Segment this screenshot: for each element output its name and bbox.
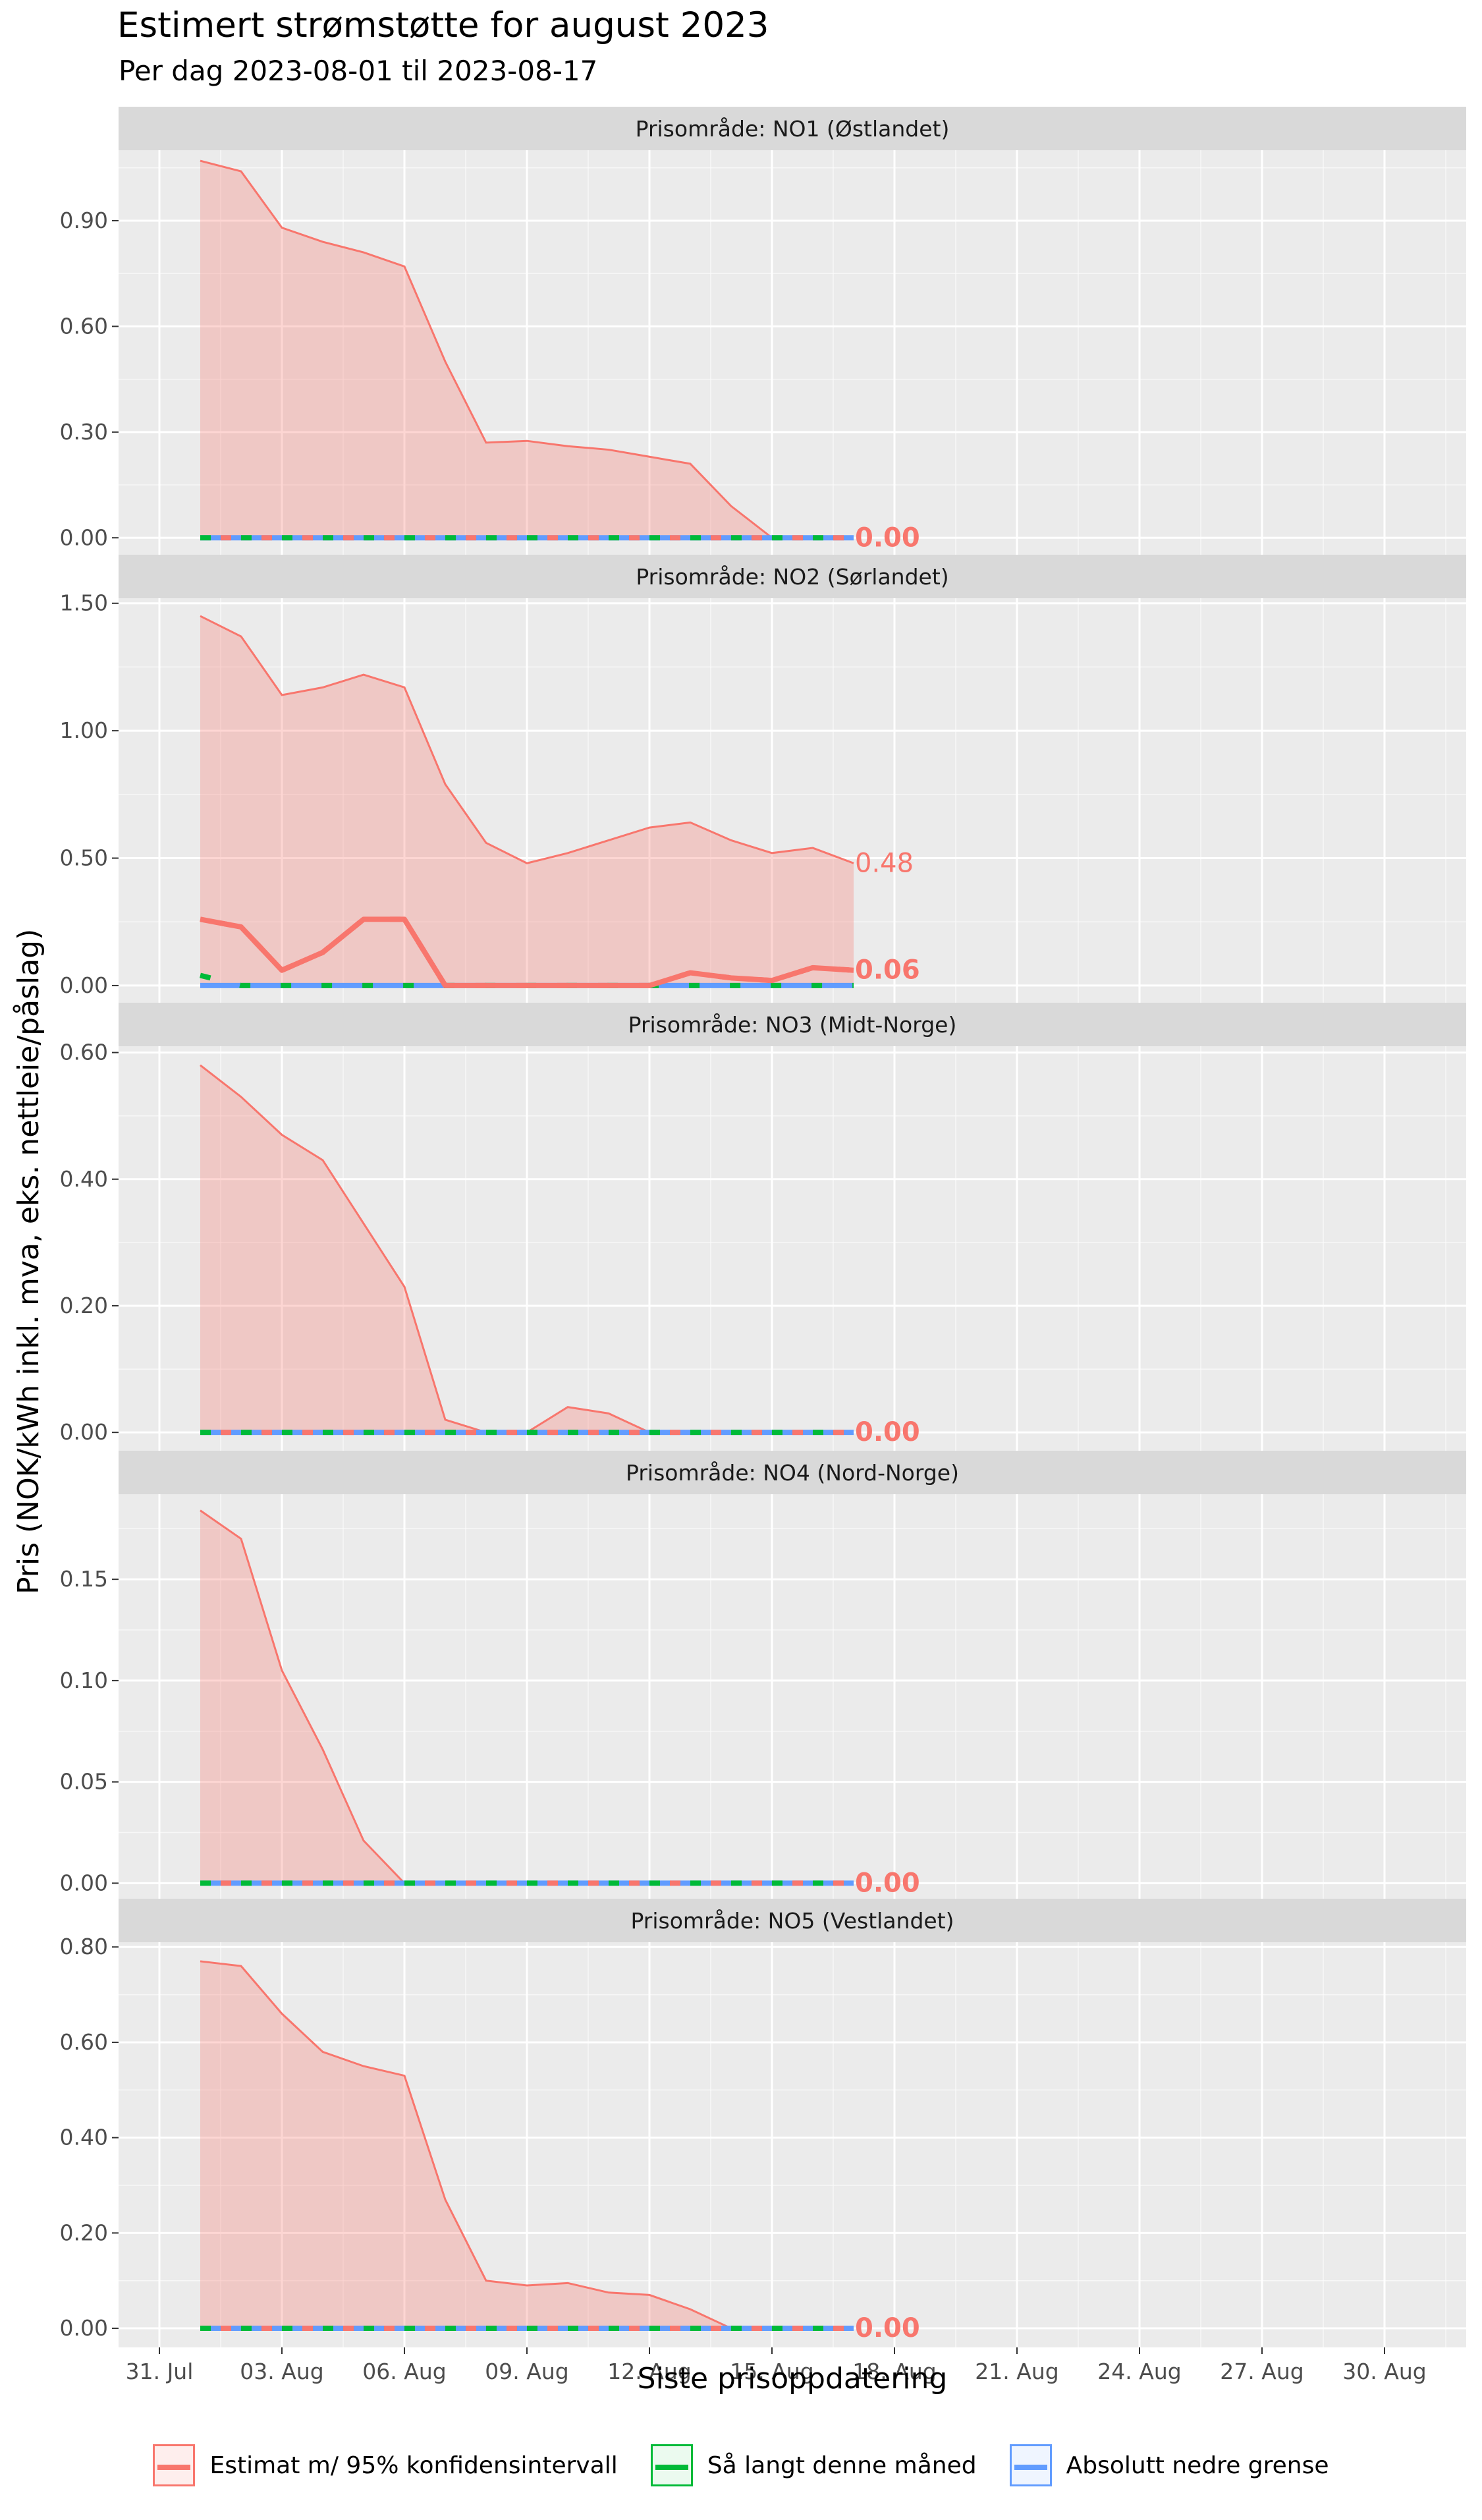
y-tick-label: 0.50 <box>60 845 108 871</box>
x-tick-label: 06. Aug <box>362 2359 446 2384</box>
y-tick-label: 0.00 <box>60 524 108 550</box>
estimate-end-label: 0.00 <box>855 1868 920 1898</box>
x-tick-label: 30. Aug <box>1342 2359 1426 2384</box>
y-tick-label: 0.30 <box>60 419 108 445</box>
y-tick-label: 0.20 <box>60 1293 108 1318</box>
legend-item-estimate: Estimat m/ 95% konfidensintervall <box>153 2444 618 2486</box>
facet-panel-3: Prisområde: NO3 (Midt-Norge) 0.00 0.20 0.40… <box>60 1003 1466 1451</box>
estimate-end-label: 0.00 <box>855 1417 920 1447</box>
estimate-line-solid <box>200 916 854 988</box>
upper-end-label: 0.48 <box>855 848 914 878</box>
y-tick-label: 0.80 <box>60 1934 108 1959</box>
y-tick-label: 0.00 <box>60 2315 108 2341</box>
y-tick-label: 0.40 <box>60 1166 108 1192</box>
y-tick-label: 0.20 <box>60 2220 108 2245</box>
y-tick-label: 0.40 <box>60 2125 108 2150</box>
y-tick-label: 0.05 <box>60 1769 108 1795</box>
facet-strip <box>119 1451 1466 1494</box>
facet-strip-label: Prisområde: NO2 (Sørlandet) <box>636 564 948 590</box>
x-tick-label: 24. Aug <box>1097 2359 1181 2384</box>
facet-strip-label: Prisområde: NO5 (Vestlandet) <box>630 1908 954 1934</box>
facet-strip <box>119 555 1466 598</box>
confidence-band <box>200 161 854 538</box>
estimate-end-label: 0.06 <box>855 955 920 986</box>
y-tick-label: 0.60 <box>60 1040 108 1065</box>
legend-label-so-far: Så langt denne måned <box>707 2451 977 2479</box>
facet-panel-2: Prisområde: NO2 (Sørlandet) 0.00 0.50 1.00 1… <box>60 555 1466 1003</box>
x-tick-label: 09. Aug <box>485 2359 568 2384</box>
facet-panel-4: Prisområde: NO4 (Nord-Norge) 0.00 0.05 0.10… <box>60 1451 1466 1899</box>
y-tick-label: 1.00 <box>60 717 108 743</box>
legend-item-lower-bound: Absolutt nedre grense <box>1009 2444 1329 2486</box>
chart-subtitle: Per dag 2023-08-01 til 2023-08-17 <box>119 55 598 87</box>
x-tick-label: 18. Aug <box>852 2359 936 2384</box>
legend-key-so-far <box>650 2444 693 2486</box>
legend-label-estimate: Estimat m/ 95% konfidensintervall <box>209 2451 618 2479</box>
y-tick-label: 0.00 <box>60 972 108 998</box>
y-tick-label: 0.60 <box>60 2029 108 2055</box>
facet-strip <box>119 1899 1466 1942</box>
y-tick-label: 0.90 <box>60 208 108 233</box>
legend-label-lower-bound: Absolutt nedre grense <box>1066 2451 1329 2479</box>
y-tick-label: 0.15 <box>60 1566 108 1592</box>
y-tick-label: 0.00 <box>60 1870 108 1895</box>
confidence-band <box>200 1510 854 1884</box>
facet-panel-1: Prisområde: NO1 (Østlandet) 0.00 0.30 0.60 0… <box>60 107 1466 555</box>
confidence-band <box>200 616 854 986</box>
confidence-band <box>200 1961 854 2329</box>
facet-strip-label: Prisområde: NO3 (Midt-Norge) <box>628 1012 957 1038</box>
x-tick-label: 03. Aug <box>240 2359 323 2384</box>
confidence-upper-line <box>200 159 854 539</box>
legend-item-so-far: Så langt denne måned <box>650 2444 977 2486</box>
faceted-line-chart: Prisområde: NO1 (Østlandet) 0.00 0.30 0.60 0… <box>60 107 1466 2384</box>
facet-strip-label: Prisområde: NO1 (Østlandet) <box>636 116 950 142</box>
confidence-upper-line <box>200 615 854 864</box>
x-tick-label: 31. Jul <box>126 2359 194 2384</box>
estimate-end-label: 0.00 <box>855 2313 920 2343</box>
y-axis-label: Pris (NOK/kWh inkl. mva, eks. nettleie/p… <box>12 928 45 1594</box>
y-tick-label: 0.60 <box>60 313 108 339</box>
x-tick-label: 27. Aug <box>1220 2359 1304 2384</box>
x-tick-label: 12. Aug <box>607 2359 691 2384</box>
chart-title: Estimert strømstøtte for august 2023 <box>117 5 769 45</box>
legend-key-lower-bound <box>1009 2444 1052 2486</box>
y-tick-label: 0.10 <box>60 1667 108 1693</box>
x-tick-label: 15. Aug <box>730 2359 813 2384</box>
legend-key-estimate <box>153 2444 196 2486</box>
confidence-band <box>200 1065 854 1433</box>
x-tick-label: 21. Aug <box>975 2359 1058 2384</box>
facet-panel-5: Prisområde: NO5 (Vestlandet) 0.00 0.20 0.40… <box>60 1899 1466 2384</box>
y-tick-label: 1.50 <box>60 590 108 616</box>
x-axis-label: Siste prisoppdatering <box>637 2362 948 2395</box>
estimate-end-label: 0.00 <box>855 522 920 553</box>
facet-strip <box>119 1003 1466 1046</box>
facet-strip-label: Prisområde: NO4 (Nord-Norge) <box>626 1460 959 1486</box>
facet-strip <box>119 107 1466 150</box>
legend: Estimat m/ 95% konfidensintervall Så lan… <box>0 2444 1482 2486</box>
y-tick-label: 0.00 <box>60 1419 108 1445</box>
